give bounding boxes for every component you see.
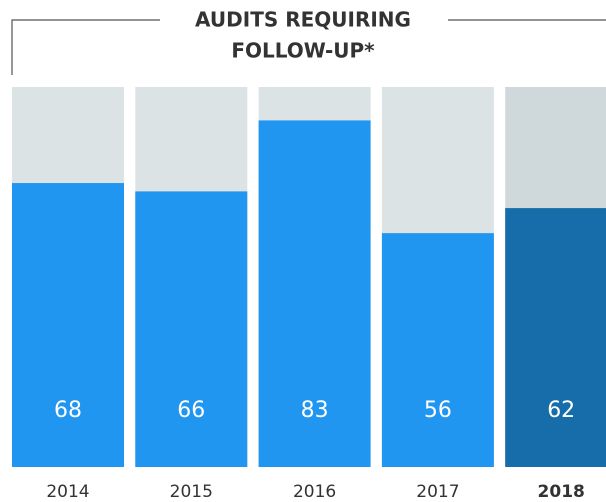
value-label: 62	[547, 398, 575, 423]
value-label: 68	[54, 398, 82, 423]
title-bracket-left	[11, 19, 160, 75]
x-tick-label: 2018	[538, 482, 585, 502]
x-tick-label: 2017	[416, 482, 459, 502]
x-tick-label: 2015	[170, 482, 213, 502]
bar	[12, 183, 124, 468]
value-label: 83	[301, 398, 329, 423]
x-tick-label: 2014	[46, 482, 89, 502]
value-label: 56	[424, 398, 452, 423]
bar	[135, 191, 248, 467]
bar	[505, 208, 606, 467]
x-tick-label: 2016	[293, 482, 336, 502]
value-label: 66	[177, 398, 205, 423]
chart-title: AUDITS REQUIRING	[195, 8, 411, 32]
chart-title: FOLLOW-UP*	[231, 39, 375, 63]
bar	[258, 120, 371, 468]
bar	[381, 233, 494, 467]
